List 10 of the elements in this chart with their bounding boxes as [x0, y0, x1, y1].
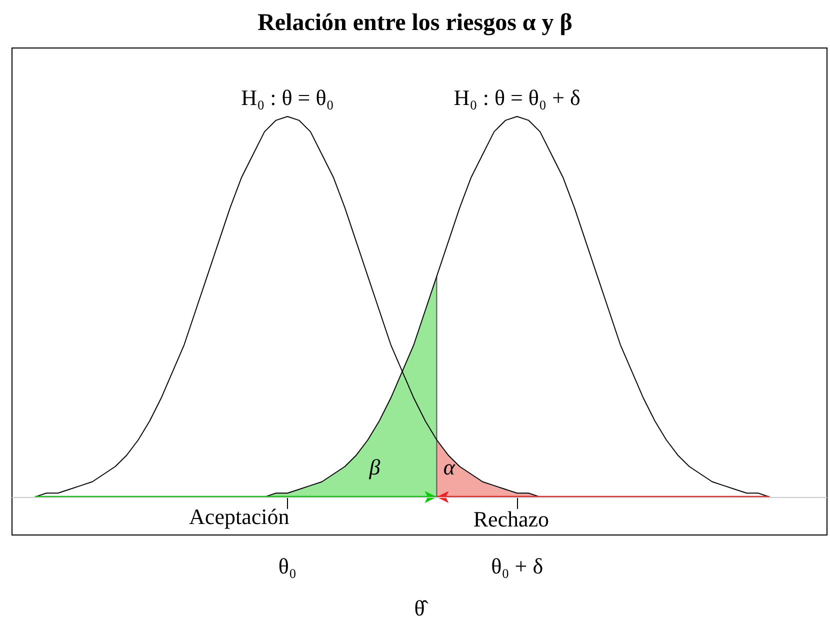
text: Aceptación: [189, 504, 290, 530]
annotation: α: [443, 454, 456, 480]
annotation: β: [368, 454, 380, 480]
annotation: H₀ : θ = θ₀ + δ: [454, 84, 580, 110]
x-tick-label: θ₀ + δ: [491, 554, 544, 578]
annotation: H₀ : θ = θ₀: [241, 84, 334, 110]
chart-title: Relación entre los riesgos α y β: [258, 10, 572, 36]
x-tick-label: θ₀: [278, 554, 297, 578]
text: Rechazo: [473, 506, 550, 532]
x-axis-title: θ̂: [414, 596, 429, 620]
